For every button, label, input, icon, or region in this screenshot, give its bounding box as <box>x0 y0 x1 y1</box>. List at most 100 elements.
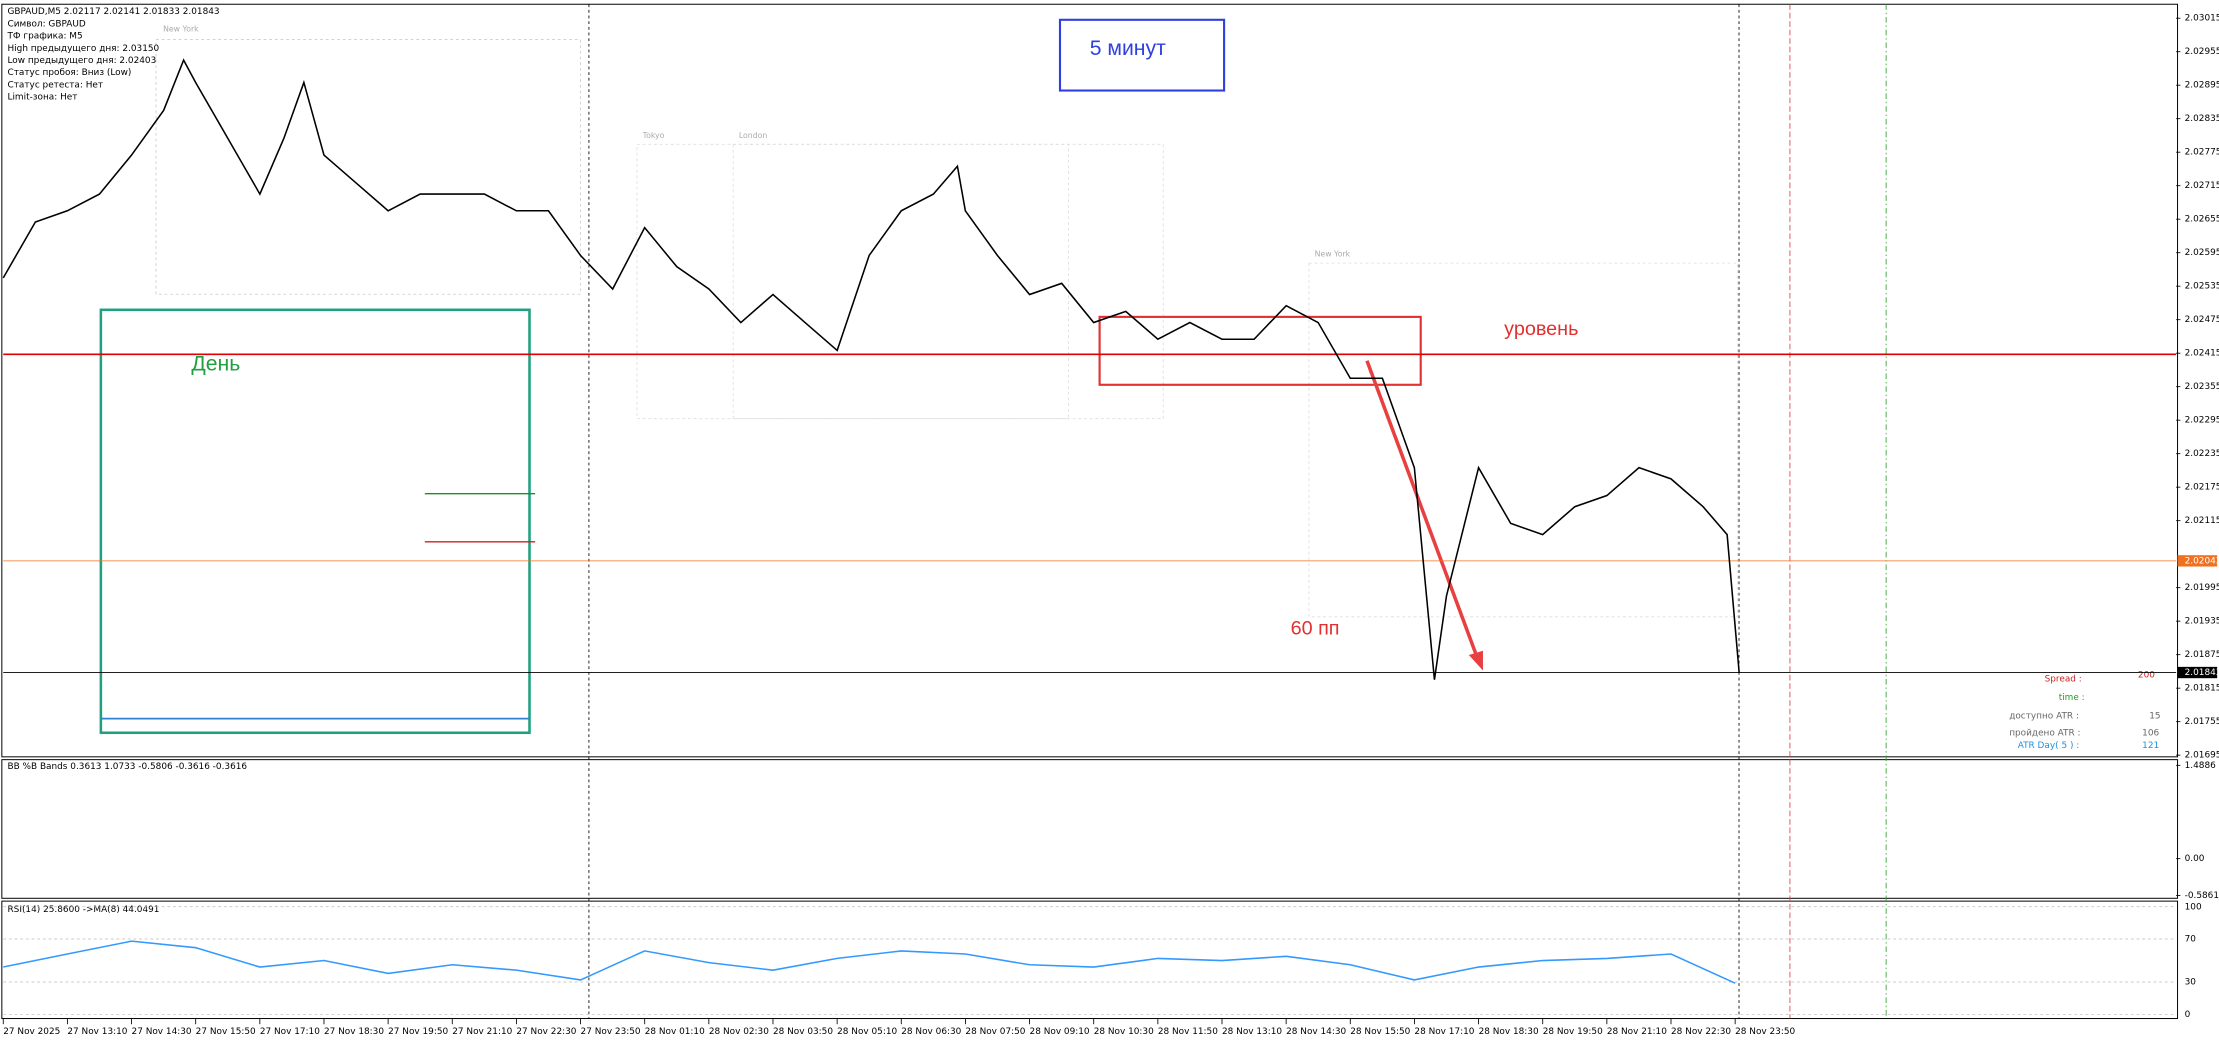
x-tick-label: 28 Nov 23:50 <box>1735 1027 1795 1037</box>
x-tick-label: 27 Nov 18:30 <box>324 1027 384 1037</box>
x-tick-label: 28 Nov 11:50 <box>1158 1027 1218 1037</box>
rsi-frame <box>1 900 2179 1020</box>
x-tick-label: 28 Nov 03:50 <box>773 1027 833 1037</box>
x-tick-label: 28 Nov 17:10 <box>1414 1027 1474 1037</box>
x-tick-label: 28 Nov 01:10 <box>645 1027 705 1037</box>
session-label: New York <box>1315 250 1351 259</box>
session-box <box>155 39 581 295</box>
y-tick-label: 2.02835 <box>2185 114 2219 124</box>
y-tick-label: 2.01935 <box>2185 617 2219 627</box>
y-tick-label: 2.02775 <box>2185 148 2219 158</box>
info-line: Low предыдущего дня: 2.02403 <box>8 56 157 66</box>
y-tick-label: 100 <box>2185 902 2202 912</box>
info-line: Статус пробоя: Вниз (Low) <box>8 68 132 78</box>
stat-label: ATR Day( 5 ) : <box>2018 741 2080 751</box>
price-line <box>2 58 1740 680</box>
y-tick-label: 0.00 <box>2185 854 2205 864</box>
main-frame <box>1 3 2179 758</box>
move-arrow <box>1365 360 1479 659</box>
x-tick-label: 28 Nov 22:30 <box>1671 1027 1731 1037</box>
y-tick-label: 2.02475 <box>2185 315 2219 325</box>
x-tick-label: 27 Nov 23:50 <box>581 1027 641 1037</box>
zone-box <box>1098 315 1422 386</box>
price-tag-label: 2.02043 <box>2185 556 2219 566</box>
panel-header: BB %B Bands 0.3613 1.0733 -0.5806 -0.361… <box>8 762 248 772</box>
y-tick-label: 70 <box>2185 935 2197 945</box>
y-tick-label: 2.02295 <box>2185 416 2219 426</box>
y-tick-label: 2.02235 <box>2185 449 2219 459</box>
bb-frame <box>1 759 2179 899</box>
price-tag <box>2177 666 2218 679</box>
y-tick-label: 2.02655 <box>2185 215 2219 225</box>
y-tick-label: 2.01755 <box>2185 717 2219 727</box>
x-tick-label: 27 Nov 13:10 <box>67 1027 127 1037</box>
y-tick-label: 2.02955 <box>2185 47 2219 57</box>
x-tick-label: 28 Nov 05:10 <box>837 1027 897 1037</box>
y-tick-label: 2.02175 <box>2185 483 2219 493</box>
x-tick-label: 27 Nov 15:50 <box>196 1027 256 1037</box>
x-tick-label: 28 Nov 09:10 <box>1030 1027 1090 1037</box>
y-tick-label: 2.03015 <box>2185 14 2219 24</box>
panel-header: RSI(14) 25.8600 ->MA(8) 44.0491 <box>8 905 160 915</box>
title-box-label: 5 минут <box>1090 37 1166 60</box>
y-tick-label: 2.01995 <box>2185 583 2219 593</box>
x-tick-label: 28 Nov 10:30 <box>1094 1027 1154 1037</box>
stat-label: Spread : <box>2045 675 2082 685</box>
x-tick-label: 28 Nov 14:30 <box>1286 1027 1346 1037</box>
session-box <box>1308 262 1739 618</box>
session-label: Tokyo <box>642 131 665 140</box>
x-tick-label: 27 Nov 14:30 <box>132 1027 192 1037</box>
y-tick-label: 2.02715 <box>2185 181 2219 191</box>
y-tick-label: 2.02895 <box>2185 81 2219 91</box>
level-label: уровень <box>1504 318 1578 340</box>
arrow-head <box>1468 650 1483 671</box>
y-tick-label: 2.02535 <box>2185 282 2219 292</box>
x-tick-label: 28 Nov 06:30 <box>901 1027 961 1037</box>
stat-label: доступно ATR : <box>2009 711 2079 721</box>
y-tick-label: 2.01695 <box>2185 751 2219 761</box>
stat-label: пройдено ATR : <box>2009 728 2080 738</box>
session-label: New York <box>163 25 199 34</box>
y-tick-label: 2.02595 <box>2185 248 2219 258</box>
x-tick-label: 27 Nov 21:10 <box>452 1027 512 1037</box>
day-label: День <box>191 353 240 376</box>
y-tick-label: 0 <box>2185 1010 2191 1020</box>
symbol-line: GBPAUD,M5 2.02117 2.02141 2.01833 2.0184… <box>8 7 220 17</box>
info-line: Символ: GBPAUD <box>8 20 86 30</box>
y-tick-label: 30 <box>2185 978 2197 988</box>
y-tick-label: 2.01875 <box>2185 650 2219 660</box>
info-line: ТФ графика: M5 <box>6 32 82 42</box>
x-tick-label: 27 Nov 17:10 <box>260 1027 320 1037</box>
stat-value: 121 <box>2142 741 2159 751</box>
x-tick-label: 28 Nov 21:10 <box>1607 1027 1667 1037</box>
x-tick-label: 27 Nov 19:50 <box>388 1027 448 1037</box>
price-tag <box>2177 555 2218 567</box>
session-label: London <box>739 131 768 140</box>
price-line <box>3 940 1736 984</box>
pips-label: 60 пп <box>1291 618 1340 640</box>
x-tick-label: 28 Nov 19:50 <box>1543 1027 1603 1037</box>
x-tick-label: 28 Nov 02:30 <box>709 1027 769 1037</box>
y-tick-label: 1.4886 <box>2185 761 2216 771</box>
x-tick-label: 28 Nov 13:10 <box>1222 1027 1282 1037</box>
info-line: Статус ретеста: Нет <box>8 80 104 90</box>
title-box <box>1058 18 1226 92</box>
day-inset <box>99 308 531 735</box>
x-tick-label: 28 Nov 07:50 <box>965 1027 1025 1037</box>
y-tick-label: 2.02115 <box>2185 516 2219 526</box>
info-line: Limit-зона: Нет <box>8 93 78 103</box>
y-tick-label: 2.02355 <box>2185 382 2219 392</box>
stat-label: time : <box>2059 693 2085 703</box>
stat-value: 200 <box>2138 670 2155 680</box>
info-panel: Символ: GBPAUD ТФ графика: M5 High предыду… <box>6 20 159 103</box>
y-tick-label: 2.02415 <box>2185 349 2219 359</box>
stat-value: 15 <box>2149 711 2160 721</box>
x-tick-label: 28 Nov 18:30 <box>1479 1027 1539 1037</box>
stat-value: 106 <box>2142 728 2159 738</box>
y-tick-label: 2.01815 <box>2185 684 2219 694</box>
x-tick-label: 27 Nov 22:30 <box>516 1027 576 1037</box>
x-tick-label: 28 Nov 15:50 <box>1350 1027 1410 1037</box>
